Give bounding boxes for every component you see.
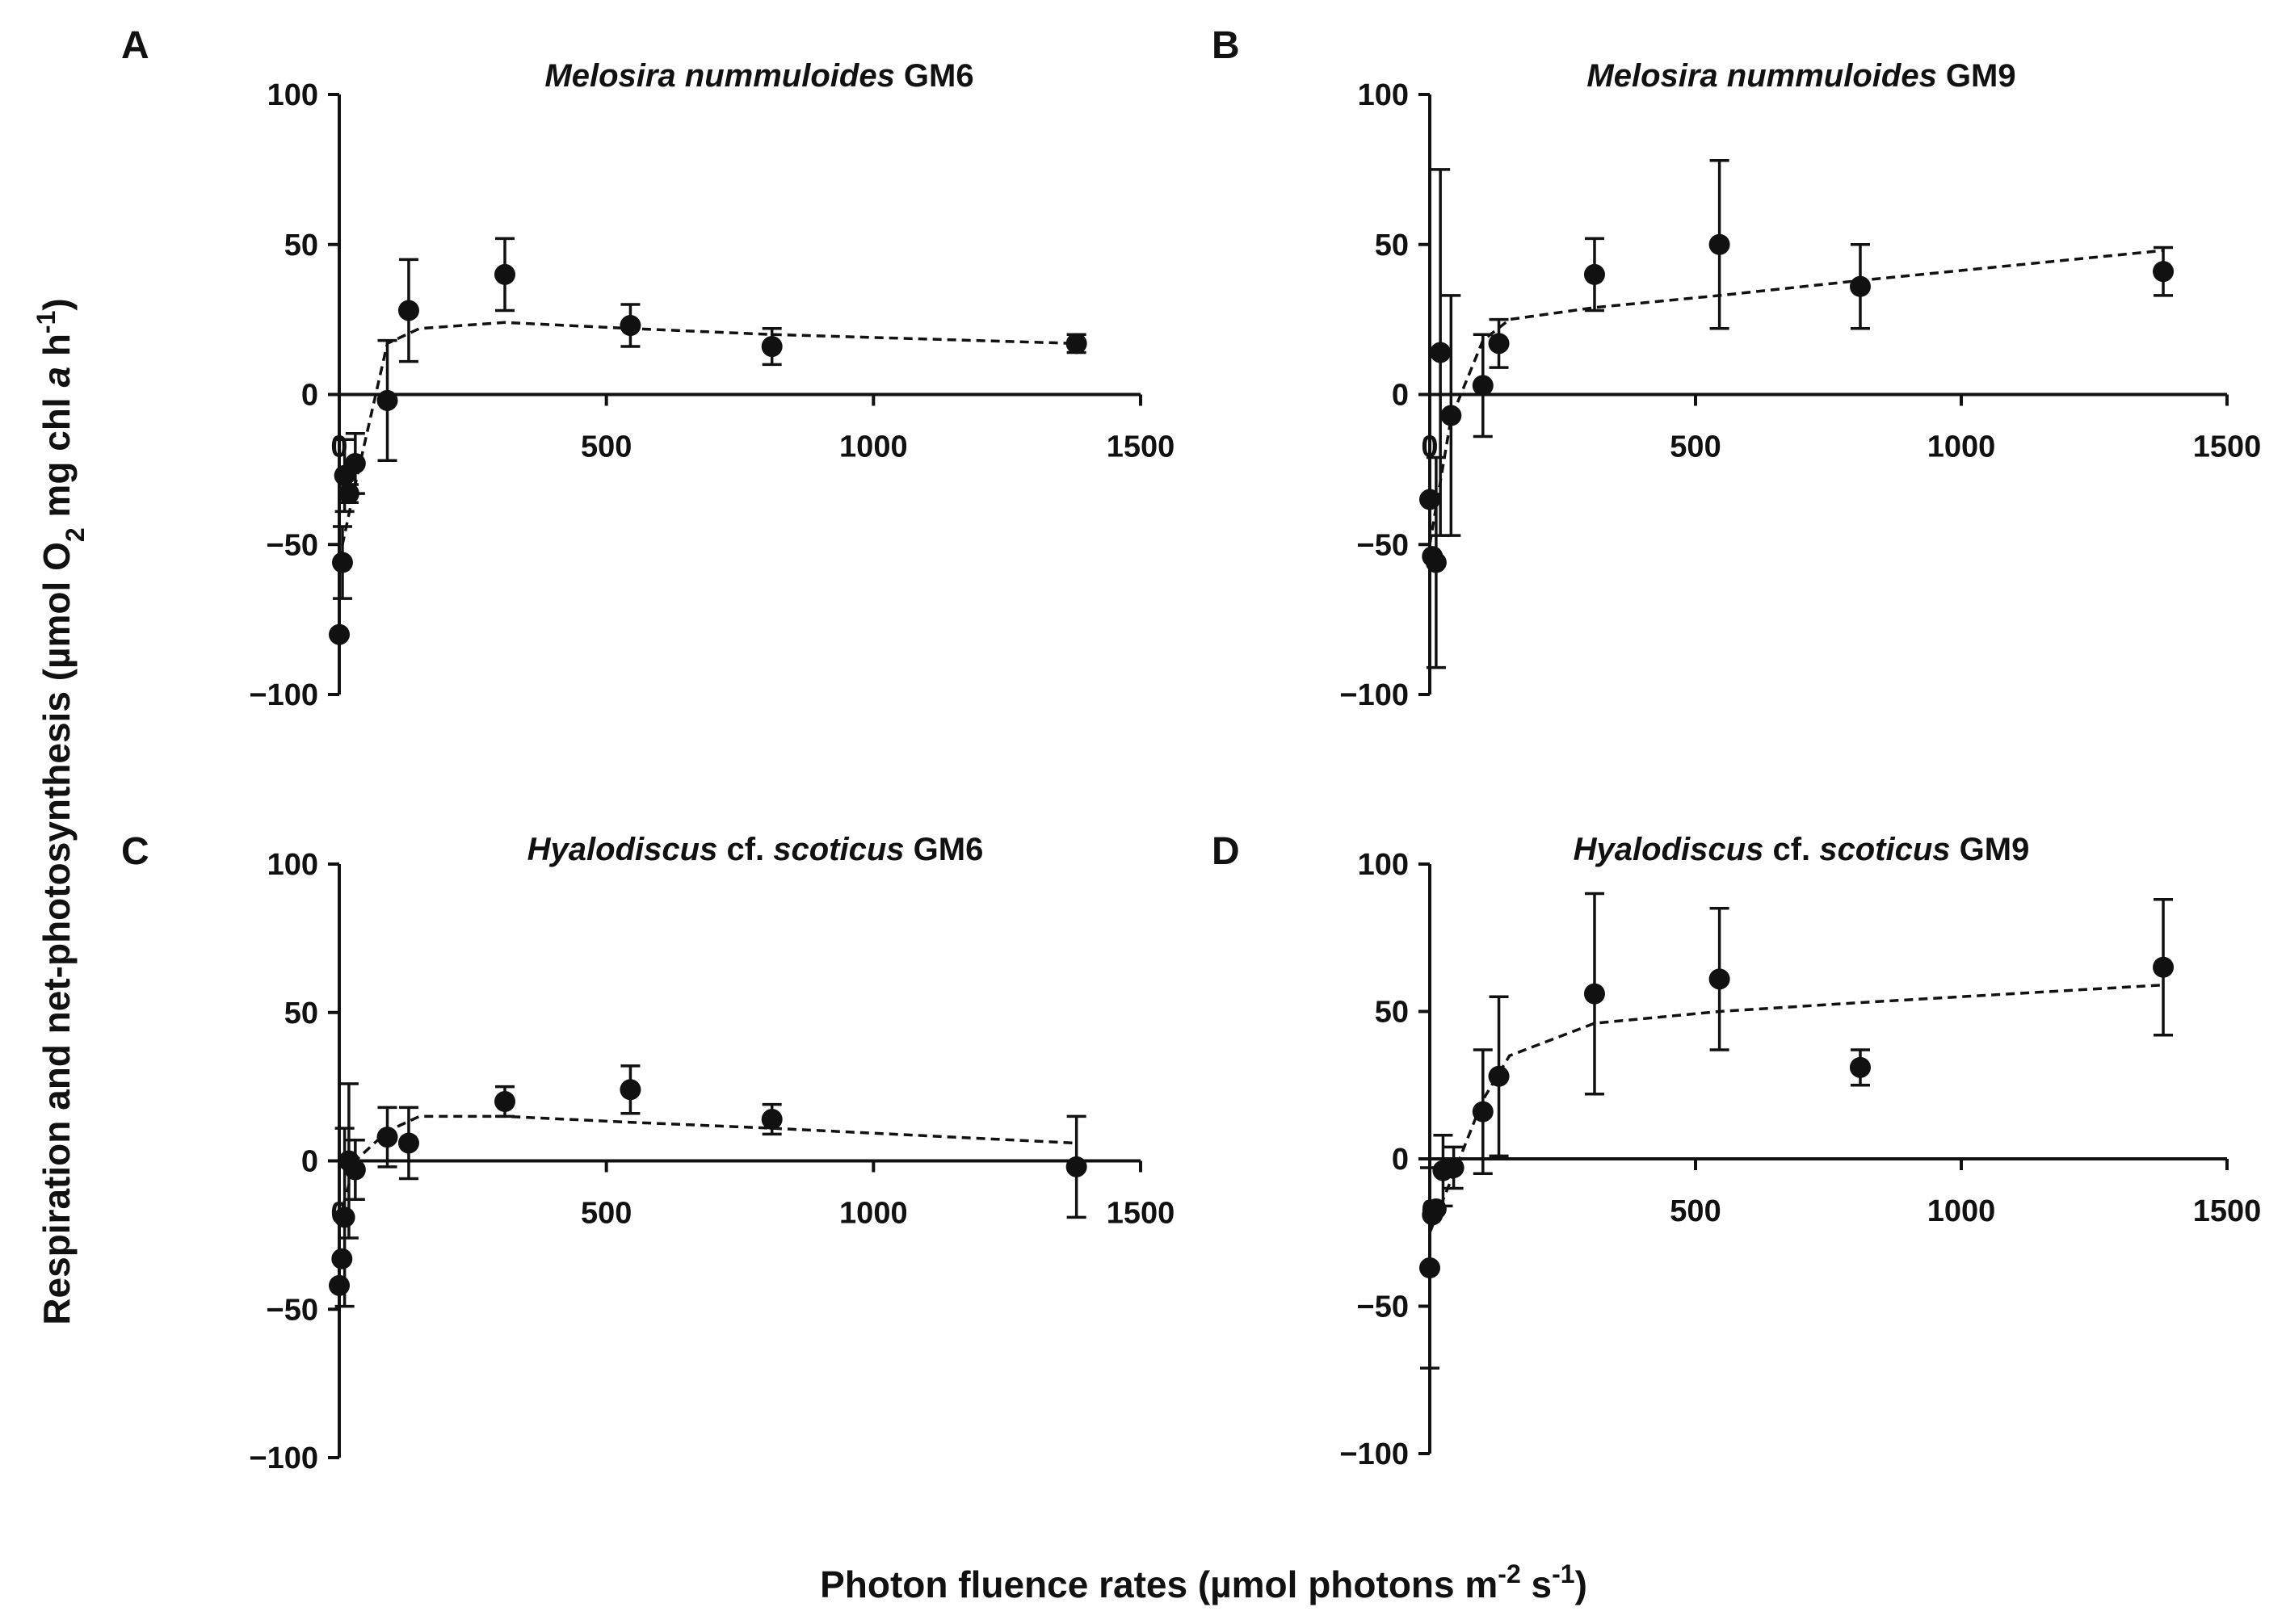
data-point <box>1488 333 1510 355</box>
x-tick-label: 1500 <box>1107 1197 1175 1231</box>
data-point <box>329 1274 350 1296</box>
data-point <box>344 452 366 474</box>
x-tick-label: 1000 <box>1927 1194 1996 1228</box>
data-point <box>494 263 516 285</box>
data-point <box>1430 342 1452 363</box>
y-tick-label: 0 <box>1392 379 1409 413</box>
y-tick-label: 100 <box>1358 78 1409 112</box>
data-point <box>376 389 398 411</box>
data-point <box>1849 1056 1871 1078</box>
data-point <box>494 1091 516 1112</box>
y-tick-label: 0 <box>301 379 318 413</box>
data-point <box>1472 375 1494 397</box>
y-tick-label: −50 <box>267 1293 318 1327</box>
x-tick-label: 500 <box>581 1197 632 1231</box>
y-tick-label: 50 <box>284 997 318 1030</box>
data-point <box>1488 1065 1510 1087</box>
data-point <box>1065 1156 1087 1177</box>
data-point <box>334 1206 355 1228</box>
data-point <box>1425 552 1447 573</box>
y-tick-label: 0 <box>301 1145 318 1179</box>
y-tick-label: −50 <box>1357 1290 1409 1324</box>
panel-title: Hyalodiscus cf. scoticus GM6 <box>527 832 984 867</box>
panel-c: C Hyalodiscus cf. scoticus GM6 −100 −50 0 50 1… <box>121 830 1175 1475</box>
x-tick-label: 1500 <box>2193 430 2262 464</box>
data-point <box>329 623 350 645</box>
fit-curve <box>338 321 1077 560</box>
y-tick-label: 100 <box>1358 848 1409 882</box>
data-point <box>1708 233 1730 255</box>
panel-letter: C <box>121 830 149 873</box>
y-tick-label: 100 <box>267 848 318 882</box>
y-axis-label: Respiration and net-photosynthesis (µmol… <box>32 298 90 1324</box>
data-point <box>1708 968 1730 990</box>
data-point <box>761 1109 783 1131</box>
data-point <box>2153 956 2175 978</box>
data-point <box>331 1248 353 1269</box>
data-point <box>1583 983 1605 1005</box>
data-point <box>376 1127 398 1148</box>
y-tick-label: −100 <box>249 1441 318 1475</box>
y-tick-label: −50 <box>1357 528 1409 562</box>
panel-title: Melosira nummuloides GM6 <box>544 58 973 94</box>
data-point <box>397 1132 419 1154</box>
data-point <box>1419 1257 1440 1279</box>
x-tick-label: 1500 <box>2193 1194 2262 1228</box>
x-tick-label: 500 <box>1670 1194 1721 1228</box>
panel-a: A Melosira nummuloides GM6 −100 −50 0 50 1000 5… <box>121 24 1175 712</box>
y-tick-label: 50 <box>1375 229 1409 262</box>
data-point <box>1849 275 1871 297</box>
panel-title: Hyalodiscus cf. scoticus GM9 <box>1574 832 2030 867</box>
data-point <box>1443 1156 1464 1178</box>
data-point <box>1425 1198 1447 1220</box>
x-tick-label: 0 <box>1421 430 1438 464</box>
x-axis-label: Photon fluence rates (µmol photons m-2 s… <box>820 1559 1587 1605</box>
panel-title: Melosira nummuloides GM9 <box>1586 58 2015 94</box>
data-point <box>2153 261 2175 283</box>
y-tick-label: −100 <box>1339 1437 1409 1471</box>
data-point <box>331 552 353 573</box>
data-point <box>1440 405 1462 426</box>
panel-letter: B <box>1212 24 1240 67</box>
x-tick-label: 500 <box>1670 430 1721 464</box>
panel-letter: A <box>121 24 149 67</box>
panel-d: D Hyalodiscus cf. scoticus GM9 −100 −50 0 50 1… <box>1212 830 2261 1471</box>
data-point <box>397 300 419 321</box>
data-point <box>1583 263 1605 285</box>
y-tick-label: 50 <box>1375 996 1409 1030</box>
x-tick-label: 1500 <box>1107 430 1175 464</box>
data-point <box>620 315 641 337</box>
data-point <box>1472 1101 1494 1123</box>
data-point <box>344 1159 366 1181</box>
y-tick-label: −100 <box>1339 678 1409 712</box>
y-tick-label: 0 <box>1392 1143 1409 1177</box>
fit-curve <box>1428 983 2164 1233</box>
x-tick-label: 1000 <box>839 430 908 464</box>
y-tick-label: 50 <box>284 229 318 262</box>
x-tick-label: 1000 <box>1927 430 1996 464</box>
panel-letter: D <box>1212 830 1240 873</box>
fit-curve <box>1428 249 2164 545</box>
data-point <box>1065 333 1087 355</box>
y-tick-label: 100 <box>267 78 318 112</box>
y-tick-label: −100 <box>249 678 318 712</box>
data-point <box>620 1079 641 1101</box>
x-tick-label: 500 <box>581 430 632 464</box>
data-point <box>761 336 783 358</box>
y-tick-label: −50 <box>267 528 318 562</box>
fit-curve <box>338 1114 1077 1221</box>
x-tick-label: 1000 <box>839 1197 908 1231</box>
